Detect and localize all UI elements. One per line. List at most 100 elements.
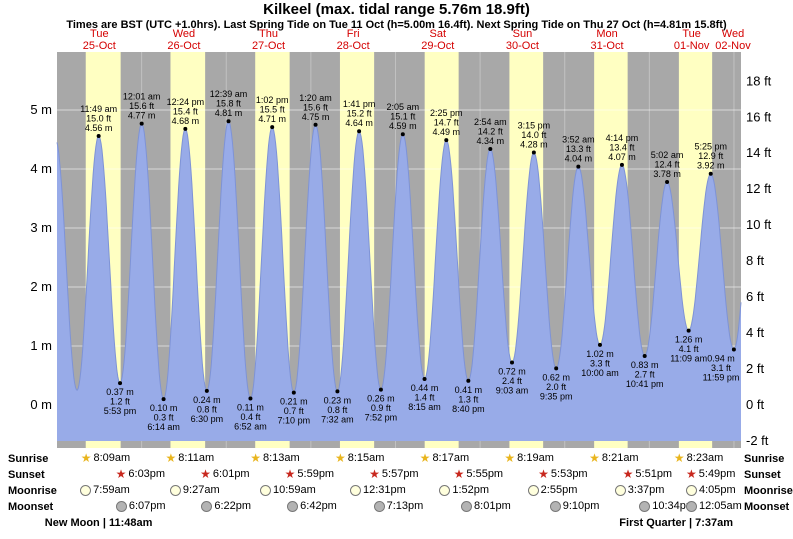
tide-label-line: 10:41 pm — [626, 379, 664, 389]
moonrise-entry: 12:31pm — [349, 484, 406, 497]
tide-label-line: 4.04 m — [565, 154, 593, 164]
moonrise-row: Moonrise Moonrise 7:59am 9:27am 10:59am 12:… — [0, 484, 793, 500]
sunset-entry: ★ 5:55pm — [454, 468, 503, 480]
tide-high-label: 12:39 am 15.8 ft 4.81 m — [210, 89, 248, 118]
astro-time: 8:17am — [432, 452, 470, 465]
moonset-circle-icon — [549, 500, 561, 512]
tide-label-line: 0.7 ft — [284, 406, 305, 416]
moonrise-entry: 3:37pm — [614, 484, 664, 496]
y-axis-label-ft: -2 ft — [746, 433, 769, 448]
page-title: Kilkeel (max. tidal range 5.76m 18.9ft) — [263, 1, 530, 18]
day-date-label: 27-Oct — [252, 40, 285, 52]
tide-label-line: 2.7 ft — [635, 370, 656, 380]
tide-high-label: 11:49 am 15.0 ft 4.56 m — [80, 104, 117, 133]
moonrise-circle-icon — [527, 484, 539, 496]
sunrise-entry: ★ 8:19am — [504, 452, 553, 464]
day-date-label: 30-Oct — [506, 40, 539, 52]
sunrise-label-right: Sunrise — [744, 453, 785, 465]
sunrise-entry: ★ 8:17am — [420, 452, 469, 464]
tide-high-label: 4:14 pm 13.4 ft 4.07 m — [606, 133, 639, 162]
moonrise-label-right: Moonrise — [744, 485, 793, 497]
astro-time: 10:34pm — [652, 500, 696, 513]
moon-phase-row: New Moon | 11:48am First Quarter | 7:37am — [0, 517, 793, 535]
tide-label-line: 0.9 ft — [371, 403, 392, 413]
moonrise-label-left: Moonrise — [8, 485, 57, 497]
tide-extreme-dot — [378, 387, 383, 392]
day-weekday-label: Thu — [259, 28, 278, 40]
tide-label-line: 15.0 ft — [86, 113, 112, 123]
sunrise-entry: ★ 8:15am — [335, 452, 384, 464]
tide-extreme-dot — [139, 121, 144, 126]
tide-extreme-dot — [708, 171, 713, 176]
tide-extreme-dot — [510, 360, 515, 365]
astro-time: 8:11am — [178, 452, 215, 465]
moonset-entry: 12:05am — [686, 500, 742, 512]
tide-extreme-dot — [531, 150, 536, 155]
moonset-entry: 8:01pm — [461, 500, 511, 512]
tide-label-line: 15.6 ft — [129, 101, 155, 111]
tide-label-line: 0.83 m — [631, 360, 659, 370]
sunset-star-icon: ★ — [284, 467, 296, 482]
tide-extreme-dot — [466, 378, 471, 383]
tide-label-line: 4.68 m — [172, 116, 200, 126]
sunset-label-right: Sunset — [744, 469, 781, 481]
astro-time: 8:01pm — [474, 500, 511, 513]
tide-label-line: 4.81 m — [215, 108, 243, 118]
tide-label-line: 9:03 am — [496, 386, 529, 396]
tide-label-line: 0.8 ft — [197, 404, 218, 414]
tide-high-label: 1:20 am 15.6 ft 4.75 m — [299, 93, 332, 122]
day-date-label: 25-Oct — [83, 40, 116, 52]
tide-extreme-dot — [183, 126, 188, 131]
day-date-label: 28-Oct — [337, 40, 370, 52]
tide-label-line: 4.56 m — [85, 123, 113, 133]
tide-label-line: 4.75 m — [302, 112, 330, 122]
tide-label-line: 0.26 m — [367, 394, 395, 404]
tide-extreme-dot — [400, 132, 405, 137]
tide-label-line: 15.4 ft — [173, 106, 199, 116]
tide-label-line: 4.64 m — [345, 118, 373, 128]
tide-low-label: 0.44 m 1.4 ft 8:15 am — [408, 383, 441, 412]
tide-label-line: 11:49 am — [80, 104, 117, 114]
tide-label-line: 0.37 m — [106, 387, 134, 397]
sunset-star-icon: ★ — [622, 467, 634, 482]
tide-extreme-dot — [291, 390, 296, 395]
tide-label-line: 0.41 m — [455, 385, 483, 395]
tide-label-line: 7:10 pm — [278, 416, 311, 426]
moon-phase-label: New Moon | 11:48am — [44, 517, 153, 529]
tide-label-line: 14.0 ft — [521, 130, 547, 140]
sunrise-entry: ★ 8:21am — [589, 452, 638, 464]
sunrise-star-icon: ★ — [250, 451, 261, 466]
sunrise-star-icon: ★ — [165, 451, 177, 466]
y-axis-label-ft: 18 ft — [746, 73, 772, 88]
y-axis-label-ft: 16 ft — [746, 109, 772, 124]
sunset-entry: ★ 6:03pm — [116, 468, 165, 480]
sunrise-star-icon: ★ — [80, 451, 92, 466]
tide-label-line: 4:14 pm — [606, 133, 639, 143]
tide-label-line: 3.78 m — [653, 169, 681, 179]
moonrise-circle-icon — [169, 484, 181, 496]
astro-time: 2:55pm — [540, 484, 578, 497]
sunset-star-icon: ★ — [538, 467, 549, 482]
tide-high-label: 5:25 pm 12.9 ft 3.92 m — [694, 142, 727, 171]
tide-label-line: 4.71 m — [258, 114, 286, 124]
tide-label-line: 0.21 m — [280, 397, 308, 407]
tide-extreme-dot — [554, 366, 559, 371]
tide-extreme-dot — [204, 388, 209, 393]
tide-label-line: 4.49 m — [433, 127, 461, 137]
astro-time: 12:31pm — [362, 484, 406, 497]
astro-time: 8:19am — [517, 452, 554, 465]
tide-extreme-dot — [96, 133, 101, 138]
tide-extreme-dot — [686, 328, 691, 333]
day-date-label: 26-Oct — [167, 40, 200, 52]
moonset-entry: 6:22pm — [201, 500, 251, 512]
tide-low-label: 0.83 m 2.7 ft 10:41 pm — [626, 360, 664, 389]
tide-extreme-dot — [335, 389, 340, 394]
tide-label-line: 15.1 ft — [390, 112, 416, 122]
tide-label-line: 1.3 ft — [458, 394, 479, 404]
sunset-star-icon: ★ — [453, 467, 465, 482]
sunset-star-icon: ★ — [369, 467, 380, 482]
tide-label-line: 0.10 m — [150, 403, 178, 413]
day-date-label: 31-Oct — [591, 40, 624, 52]
astro-time: 5:53pm — [550, 468, 588, 481]
tide-label-line: 4.77 m — [128, 111, 156, 121]
